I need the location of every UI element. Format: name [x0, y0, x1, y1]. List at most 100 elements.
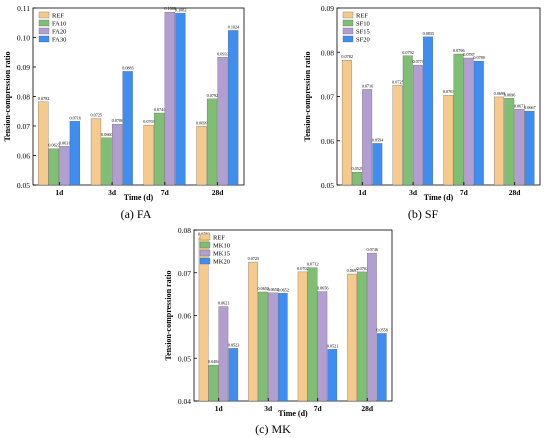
bar-mk10-7d: [307, 267, 318, 402]
data-label: 0.0621: [218, 301, 230, 306]
legend-label: MK15: [213, 251, 230, 258]
bar-ref-7d: [297, 271, 308, 402]
x-tick-label: 28d: [509, 188, 522, 197]
x-tick-label: 28d: [212, 188, 225, 197]
data-label: 0.0702: [357, 266, 369, 271]
data-label: 0.0782: [341, 54, 353, 59]
bar-fa30-3d: [122, 71, 133, 186]
bar-sf15-28d: [514, 109, 525, 186]
data-label: 0.0725: [91, 113, 103, 118]
data-label: 0.0771: [412, 59, 424, 64]
caption-c: (c) MK: [255, 422, 291, 436]
x-tick-label: 7d: [314, 404, 323, 413]
data-label: 0.0792: [402, 50, 414, 55]
caption-a: (a) FA: [121, 207, 152, 221]
data-label: 0.0523: [228, 342, 240, 347]
bar-sf10-1d: [352, 172, 362, 186]
y-tick-label: 0.08: [321, 48, 334, 57]
y-tick-label: 0.04: [178, 397, 191, 406]
data-label: 0.0631: [59, 140, 71, 145]
caption-b: (b) SF: [408, 207, 439, 221]
x-axis-label: Time (d): [124, 193, 154, 202]
bar-fa10-3d: [101, 137, 112, 186]
data-label: 0.0703: [143, 119, 155, 124]
data-label: 0.0706: [112, 118, 124, 123]
x-tick-label: 3d: [409, 188, 418, 197]
bar-ref-1d: [38, 101, 49, 186]
bar-mk15-3d: [268, 292, 278, 402]
bar-sf20-3d: [423, 36, 433, 186]
y-tick-label: 0.05: [178, 354, 191, 363]
legend-label: SF10: [356, 21, 370, 28]
legend-label: FA20: [52, 29, 66, 36]
legend-swatch: [199, 233, 211, 241]
y-tick-label: 0.05: [17, 181, 30, 190]
chart-a: 0.05 0.06 0.07 0.08 0.09 0.10 0.11 Tension-comp…: [3, 4, 245, 202]
legend-swatch: [199, 249, 211, 257]
data-label: 0.1086: [164, 6, 176, 11]
y-tick-label: 0.09: [321, 4, 334, 13]
data-label: 0.0655: [258, 286, 270, 291]
bar-sf10-7d: [453, 53, 464, 186]
legend-swatch: [199, 257, 211, 265]
bar-mk10-28d: [357, 271, 367, 402]
bar-mk15-1d: [218, 306, 229, 402]
y-axis-label: Tension-compression ratio: [3, 51, 12, 141]
bar-fa30-7d: [175, 13, 186, 186]
y-tick-label: 0.07: [17, 122, 30, 131]
data-label: 0.0885: [122, 65, 134, 70]
x-tick-label: 3d: [108, 188, 117, 197]
panel-c: 0.04 0.05 0.06 0.07 0.08 Tension-compression …: [164, 226, 393, 436]
bar-fa20-7d: [164, 11, 175, 186]
bar-sf15-1d: [362, 89, 373, 186]
x-tick-label: 7d: [460, 188, 469, 197]
data-label: 0.0787: [463, 52, 475, 57]
data-label: 0.0699: [196, 120, 208, 125]
y-tick-label: 0.08: [178, 226, 191, 235]
data-label: 0.0702: [297, 266, 309, 271]
legend-swatch: [38, 27, 50, 35]
data-label: 0.0697: [347, 268, 359, 273]
legend-swatch: [38, 19, 50, 27]
x-axis-label: Time (d): [424, 193, 454, 202]
data-label: 0.1024: [228, 24, 240, 29]
y-tick-label: 0.11: [17, 4, 30, 13]
legend-label: FA10: [52, 21, 66, 28]
bar-fa10-28d: [206, 98, 218, 186]
bar-sf10-3d: [402, 55, 413, 186]
data-label: 0.0667: [524, 105, 536, 110]
data-label: 0.0782: [38, 96, 50, 101]
bar-ref-28d: [494, 96, 505, 186]
bar-fa30-28d: [228, 30, 239, 186]
bar-mk15-7d: [317, 291, 328, 402]
y-tick-label: 0.10: [17, 34, 30, 43]
y-tick-label: 0.06: [321, 137, 334, 146]
bar-mk10-3d: [258, 291, 268, 402]
y-axis-label: Tension-compression ratio: [303, 51, 312, 141]
bar-fa20-3d: [111, 124, 123, 186]
bar-mk20-7d: [327, 349, 338, 402]
data-label: 0.0660: [101, 132, 113, 137]
data-label: 0.0725: [392, 79, 404, 84]
legend-label: REF: [356, 13, 368, 20]
bar-sf15-3d: [412, 64, 423, 186]
x-tick-label: 7d: [161, 188, 170, 197]
data-label: 0.0484: [208, 359, 220, 364]
x-axis-label: Time (d): [278, 409, 308, 418]
data-label: 0.0699: [494, 91, 506, 96]
y-tick-label: 0.06: [17, 152, 30, 161]
data-label: 0.0746: [366, 247, 378, 252]
data-label: 0.0671: [514, 103, 526, 108]
legend-label: SF15: [356, 29, 370, 36]
data-label: 0.0780: [473, 55, 485, 60]
x-tick-label: 3d: [264, 404, 273, 413]
legend-swatch: [38, 11, 50, 19]
data-label: 0.0653: [267, 287, 279, 292]
legend-label: MK20: [213, 259, 230, 266]
bar-ref-28d: [347, 273, 357, 402]
panel-a: 0.05 0.06 0.07 0.08 0.09 0.10 0.11 Tension-comp…: [3, 4, 245, 221]
bar-sf20-1d: [372, 143, 383, 186]
data-label: 0.0933: [217, 51, 229, 56]
x-tick-label: 28d: [361, 404, 374, 413]
